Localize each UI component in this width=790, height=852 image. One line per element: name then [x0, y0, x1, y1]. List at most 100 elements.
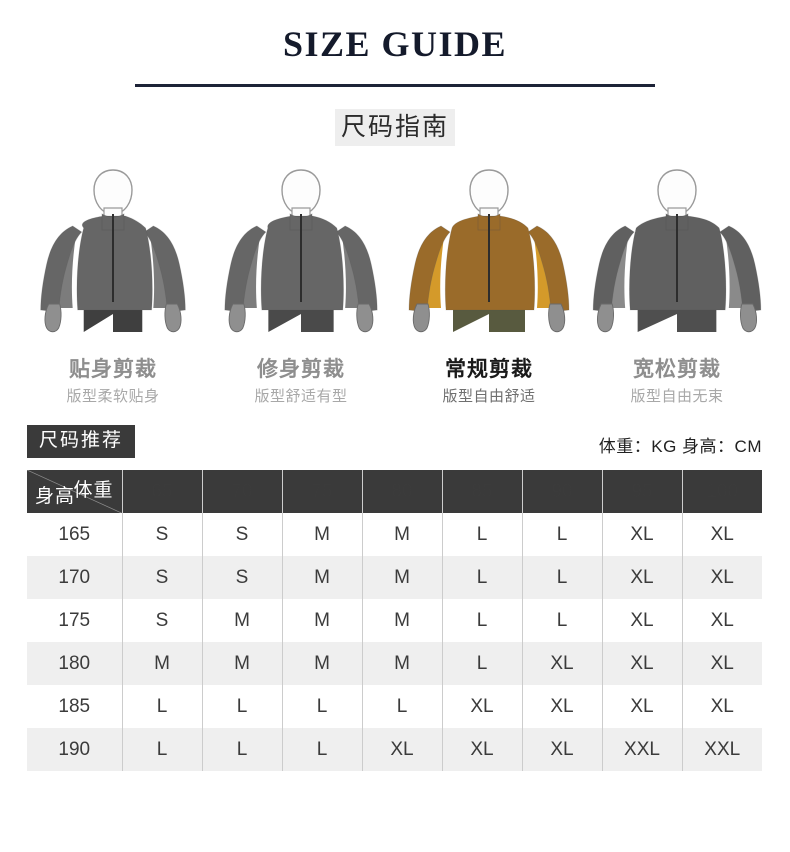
corner-cell: 体重 身高 [27, 470, 123, 513]
size-cell: XL [602, 642, 683, 685]
fit-figure [586, 164, 768, 349]
mannequin-icon [224, 169, 378, 333]
size-cell: XXL [704, 738, 741, 760]
size-cell: L [282, 728, 363, 771]
mannequin-icon [592, 169, 762, 333]
size-cell: L [202, 685, 283, 728]
size-cell: M [362, 556, 443, 599]
fit-option-3[interactable]: 常规剪裁版型自由舒适 [398, 164, 580, 407]
fit-option-4[interactable]: 宽松剪裁版型自由无束 [586, 164, 768, 407]
size-cell: XL [710, 523, 734, 545]
diagonal-divider-icon [27, 470, 121, 513]
weight-header-75: 75 [282, 470, 363, 513]
fit-figures-row: 贴身剪裁版型柔软贴身 修身剪裁版型舒适有型 [0, 146, 790, 407]
size-cell: S [122, 513, 203, 556]
height-cell-190: 190 [27, 728, 123, 771]
size-cell: S [122, 599, 203, 642]
size-cell: L [282, 685, 363, 728]
fit-description: 版型自由无束 [630, 388, 724, 405]
size-cell: XL [710, 695, 734, 717]
size-cell: XL [602, 513, 683, 556]
fit-name: 修身剪裁 [257, 358, 345, 381]
size-cell: L [202, 728, 283, 771]
size-cell: L [522, 513, 603, 556]
units-note: 体重：KG 身高：CM [598, 437, 762, 456]
size-cell: M [282, 556, 363, 599]
size-cell: XL [710, 609, 734, 631]
size-cell: M [202, 599, 283, 642]
size-cell: L [442, 556, 523, 599]
fit-name: 贴身剪裁 [69, 358, 157, 381]
size-cell: S [202, 556, 283, 599]
size-cell: XL [522, 685, 603, 728]
size-cell: L [122, 728, 203, 771]
size-cell: M [202, 642, 283, 685]
size-table: 体重 身高 65 70 75 80 85 90 95 100 165 S S M M L L XL XL 170… [27, 470, 762, 771]
title-divider [135, 84, 655, 87]
fit-description: 版型舒适有型 [254, 388, 348, 405]
size-cell: XL [602, 599, 683, 642]
weight-header-65: 65 [122, 470, 203, 513]
weight-header-70: 70 [202, 470, 283, 513]
mannequin-icon [40, 169, 186, 333]
size-table-wrap: 体重 身高 65 70 75 80 85 90 95 100 165 S S M M L L XL XL 170… [0, 458, 790, 771]
size-cell: M [122, 642, 203, 685]
size-cell: L [442, 599, 523, 642]
table-row: 180 M M M M L XL XL XL [27, 642, 762, 685]
height-cell-185: 185 [27, 685, 123, 728]
size-recommend-badge: 尺码推荐 [27, 425, 136, 458]
page-title: SIZE GUIDE [282, 24, 508, 64]
fit-option-2[interactable]: 修身剪裁版型舒适有型 [210, 164, 392, 407]
table-row: 190 L L L XL XL XL XXL XXL [27, 728, 762, 771]
weight-header-95: 95 [602, 470, 683, 513]
size-cell: L [522, 556, 603, 599]
corner-height-label: 身高 [35, 486, 76, 507]
size-cell: M [362, 513, 443, 556]
page-header: SIZE GUIDE 尺码指南 [0, 0, 790, 146]
size-cell: L [442, 642, 523, 685]
fit-name: 宽松剪裁 [633, 358, 721, 381]
weight-header-100: 100 [682, 470, 762, 513]
fit-figure [22, 164, 204, 349]
weight-header-85: 85 [442, 470, 523, 513]
size-cell: M [282, 599, 363, 642]
fit-description: 版型自由舒适 [442, 388, 536, 405]
corner-weight-label: 体重 [73, 480, 114, 501]
size-cell: XL [362, 728, 443, 771]
size-cell: XL [602, 685, 683, 728]
height-cell-180: 180 [27, 642, 123, 685]
fit-figure [210, 164, 392, 349]
size-cell: L [122, 685, 203, 728]
weight-header-90: 90 [522, 470, 603, 513]
fit-name: 常规剪裁 [445, 358, 533, 381]
size-recommend-row: 尺码推荐 体重：KG 身高：CM [0, 407, 790, 458]
height-cell-175: 175 [27, 599, 123, 642]
table-row: 175 S M M M L L XL XL [27, 599, 762, 642]
table-row: 165 S S M M L L XL XL [27, 513, 762, 556]
subtitle-row: 尺码指南 [0, 109, 790, 146]
size-cell: L [522, 599, 603, 642]
fit-figure [398, 164, 580, 349]
size-cell: L [442, 513, 523, 556]
table-row: 185 L L L L XL XL XL XL [27, 685, 762, 728]
height-cell-165: 165 [27, 513, 123, 556]
size-cell: M [362, 599, 443, 642]
table-header-row: 体重 身高 65 70 75 80 85 90 95 100 [27, 470, 762, 513]
size-cell: XL [710, 652, 734, 674]
size-cell: XL [710, 566, 734, 588]
size-cell: M [282, 642, 363, 685]
weight-header-80: 80 [362, 470, 443, 513]
fit-description: 版型柔软贴身 [66, 388, 160, 405]
size-cell: XL [442, 728, 523, 771]
size-cell: XXL [602, 728, 683, 771]
size-cell: XL [442, 685, 523, 728]
size-table-head: 体重 身高 65 70 75 80 85 90 95 100 [27, 470, 762, 513]
fit-option-1[interactable]: 贴身剪裁版型柔软贴身 [22, 164, 204, 407]
height-cell-170: 170 [27, 556, 123, 599]
size-table-body: 165 S S M M L L XL XL 170 S S M M L L XL XL 175 S M M M L L XL XL 1… [27, 513, 762, 771]
size-cell: M [362, 642, 443, 685]
size-cell: L [362, 685, 443, 728]
table-row: 170 S S M M L L XL XL [27, 556, 762, 599]
size-cell: XL [522, 642, 603, 685]
mannequin-icon [408, 169, 570, 333]
